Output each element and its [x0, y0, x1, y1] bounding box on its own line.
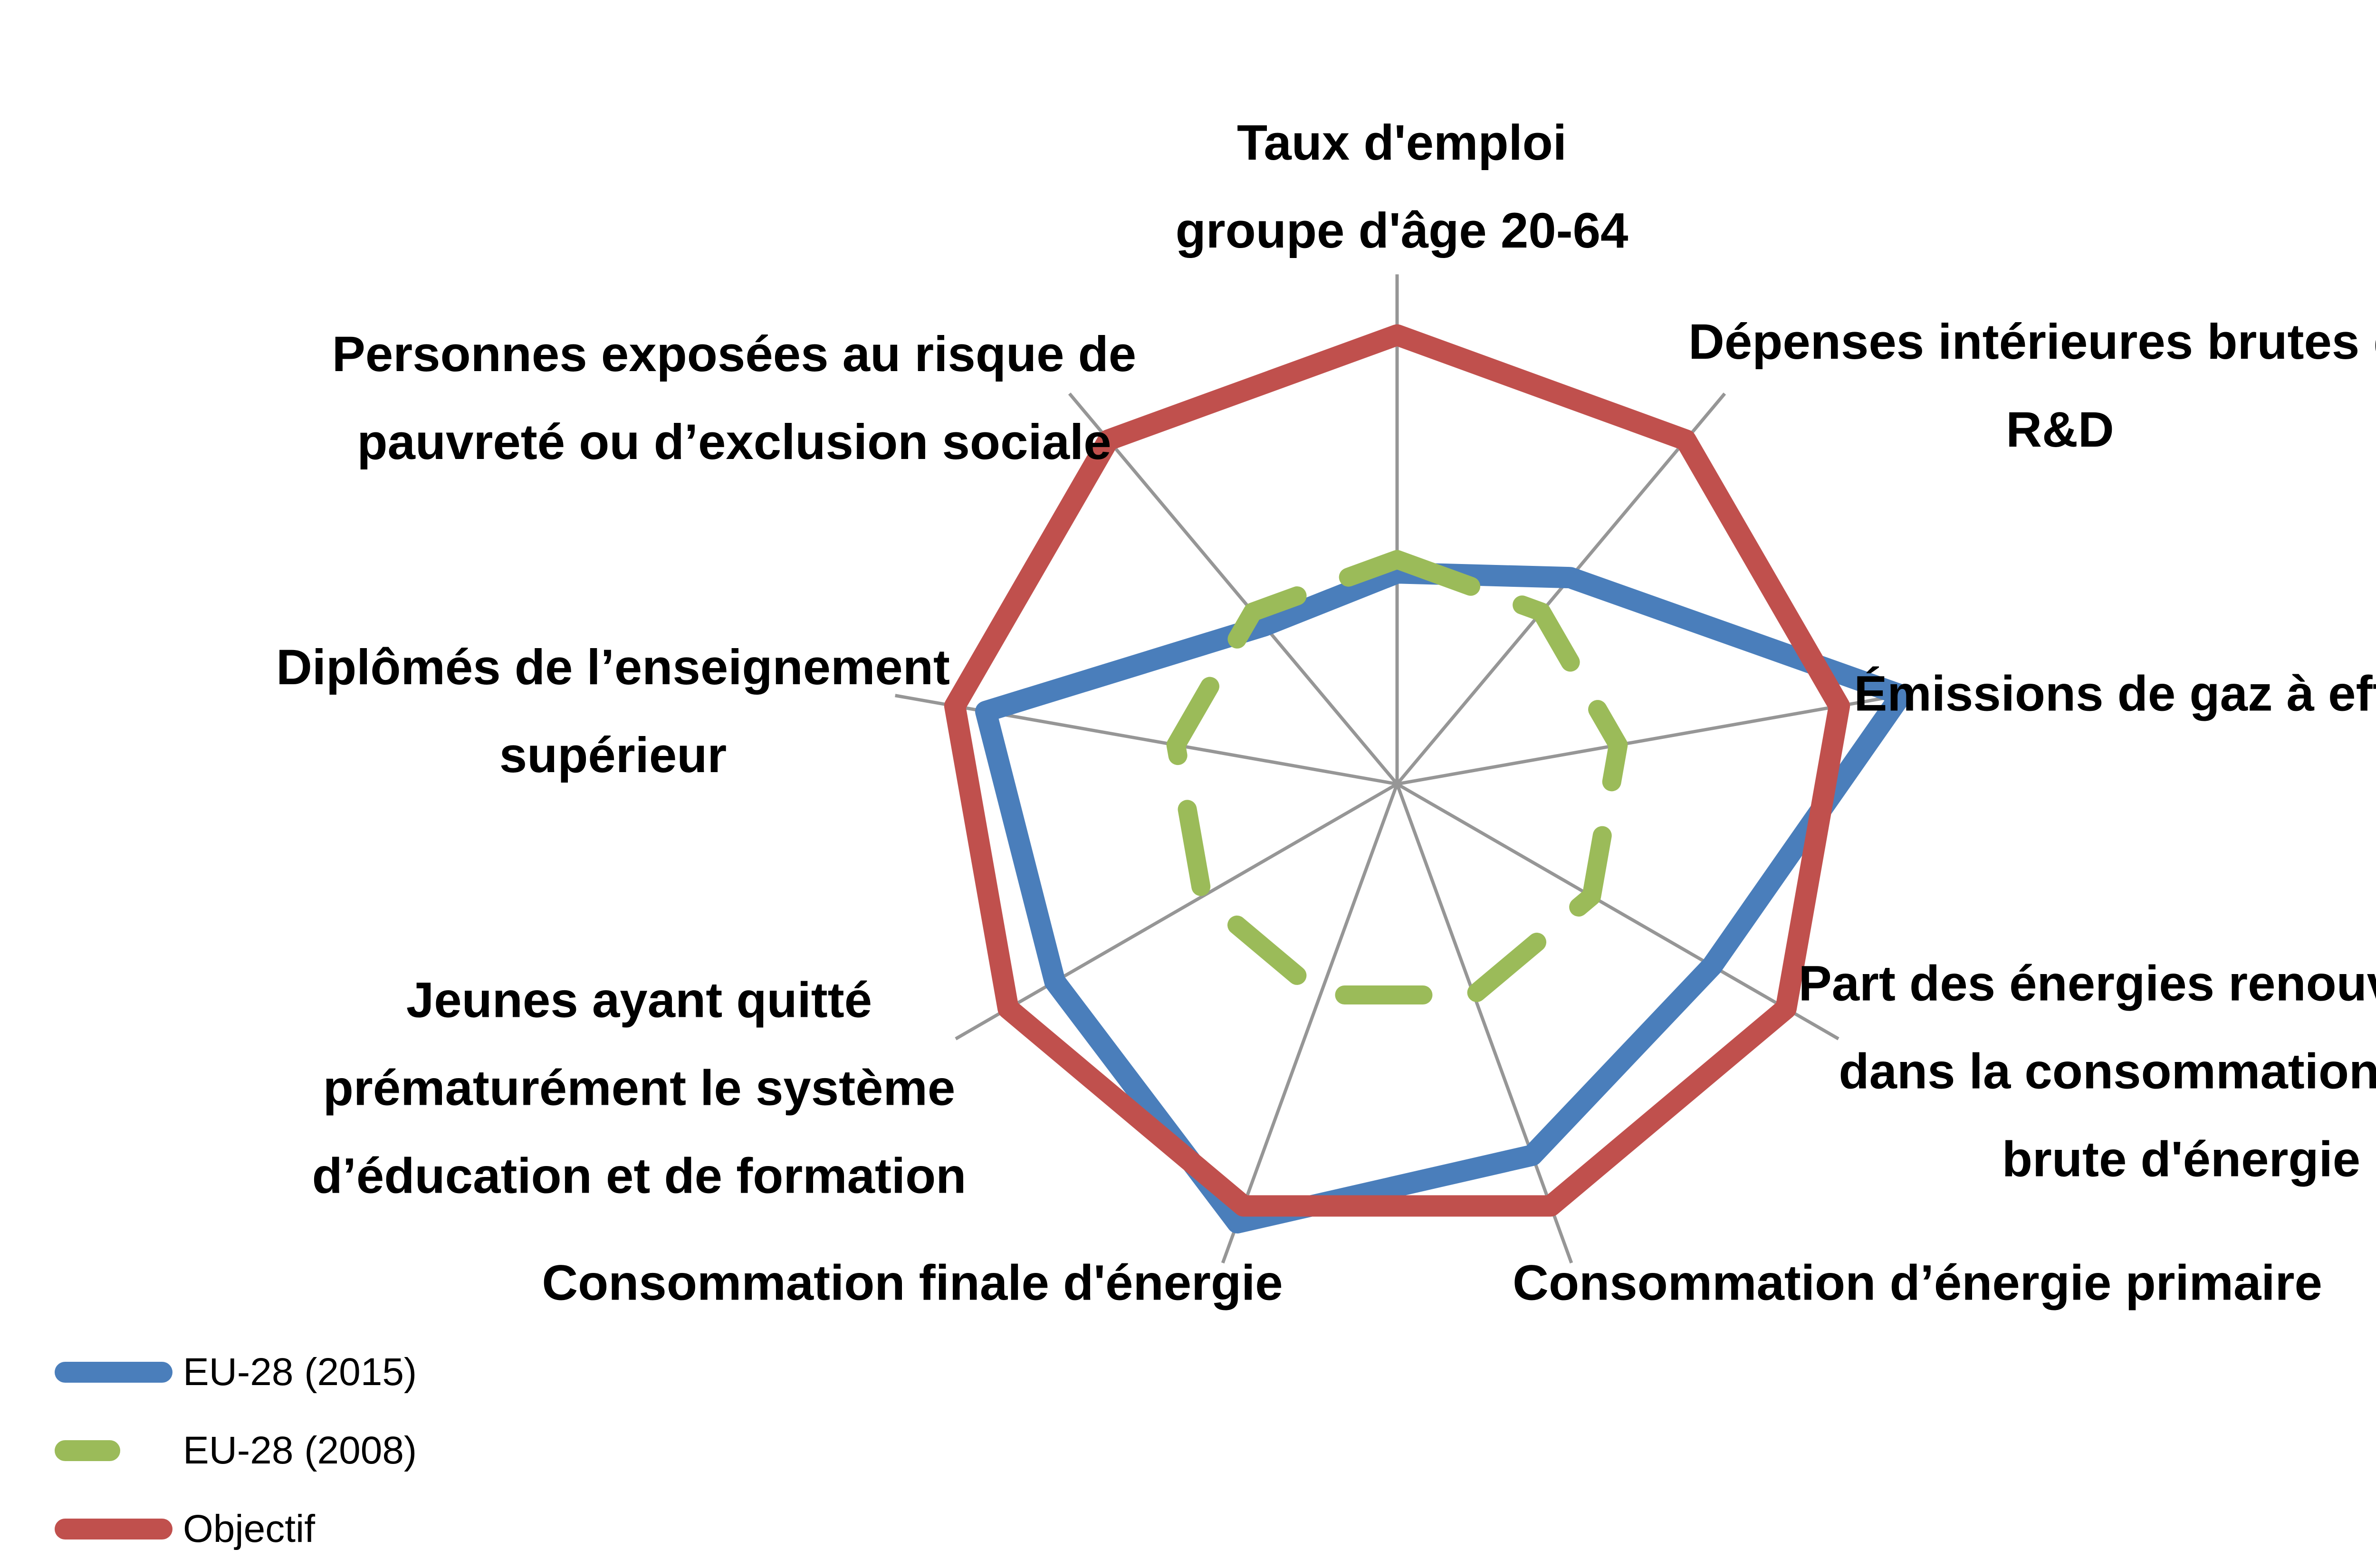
- legend-marker-objectif: [55, 1518, 172, 1539]
- legend-marker-eu28-2015: [55, 1361, 172, 1383]
- axis-label-3: Part des énergies renouvelablesdans la c…: [1798, 956, 2376, 1187]
- series-eu-28-2008-: [1166, 550, 1628, 1004]
- legend-item-eu28-2015: EU-28 (2015): [55, 1333, 417, 1411]
- axis-spoke: [1068, 392, 1399, 785]
- axis-label-6: Jeunes ayant quitté prématurément le syst…: [312, 972, 967, 1204]
- series-eu-28-2015-: [975, 562, 1912, 1233]
- axis-spoke: [1397, 694, 1899, 786]
- legend-item-objectif: Objectif: [55, 1490, 417, 1568]
- axis-label-5: Consommation finale d'énergie: [542, 1255, 1283, 1311]
- legend-label: EU-28 (2015): [183, 1350, 417, 1394]
- axis-spoke: [1395, 783, 1573, 1264]
- axis-spoke: [1396, 392, 1726, 785]
- legend-label: EU-28 (2008): [183, 1428, 417, 1472]
- series-objectif: [944, 324, 1850, 1217]
- axis-label-0: Taux d'emploi groupe d'âge 20-64: [1175, 115, 1629, 258]
- legend-marker-eu28-2008: [55, 1440, 120, 1461]
- axis-spoke: [1396, 782, 1839, 1041]
- legend: EU-28 (2015) EU-28 (2008) Objectif: [55, 1333, 417, 1568]
- axis-label-8: Personnes exposées au risque de pauvreté …: [332, 326, 1137, 470]
- axis-spoke: [1221, 783, 1399, 1264]
- axis-label-1: Dépenses intérieures brutes de R&D: [1688, 314, 2376, 458]
- legend-item-eu28-2008: EU-28 (2008): [55, 1411, 417, 1490]
- axis-label-4: Consommation d’énergie primaire: [1513, 1255, 2322, 1311]
- legend-label: Objectif: [183, 1507, 315, 1550]
- axis-spoke: [955, 782, 1398, 1041]
- axis-label-2: Émissions de gaz à effet de serre: [1854, 666, 2376, 722]
- axis-label-7: Diplômés de l’enseignement supérieur: [276, 640, 950, 783]
